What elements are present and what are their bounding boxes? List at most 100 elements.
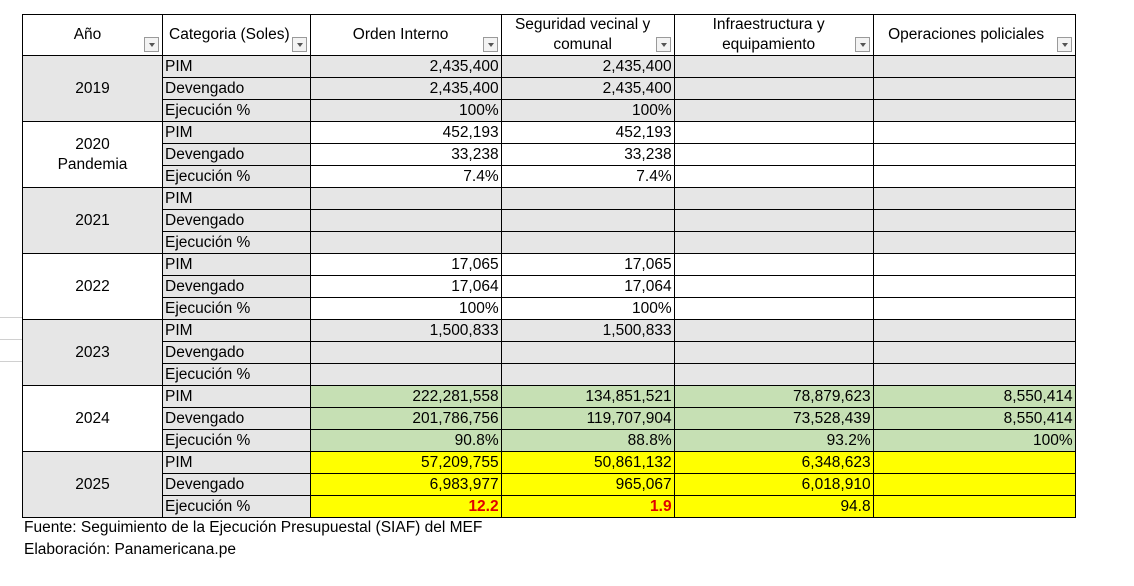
- orden-interno-cell[interactable]: [309, 209, 502, 232]
- seguridad-cell[interactable]: 50,861,132: [500, 451, 675, 474]
- infraestructura-cell[interactable]: [673, 209, 874, 232]
- infraestructura-cell[interactable]: [673, 165, 874, 188]
- orden-interno-cell[interactable]: 7.4%: [309, 165, 502, 188]
- category-cell[interactable]: Ejecución %: [162, 231, 311, 254]
- orden-interno-cell[interactable]: 17,064: [309, 275, 502, 298]
- seguridad-cell[interactable]: 100%: [500, 297, 675, 320]
- orden-interno-cell[interactable]: [309, 187, 502, 210]
- seguridad-cell[interactable]: 17,064: [500, 275, 675, 298]
- seguridad-cell[interactable]: 452,193: [500, 121, 675, 144]
- seguridad-cell[interactable]: 119,707,904: [500, 407, 675, 430]
- orden-interno-cell[interactable]: 2,435,400: [309, 55, 502, 78]
- seguridad-cell[interactable]: 965,067: [500, 473, 675, 496]
- infraestructura-cell[interactable]: [673, 319, 874, 342]
- category-cell[interactable]: Ejecución %: [162, 429, 311, 452]
- infraestructura-cell[interactable]: [673, 275, 874, 298]
- orden-interno-cell[interactable]: 100%: [309, 99, 502, 122]
- category-cell[interactable]: PIM: [162, 187, 311, 210]
- infraestructura-cell[interactable]: [673, 341, 874, 364]
- orden-interno-cell[interactable]: 100%: [309, 297, 502, 320]
- infraestructura-cell[interactable]: [673, 55, 874, 78]
- category-cell[interactable]: Devengado: [162, 473, 311, 496]
- operaciones-cell[interactable]: 8,550,414: [872, 385, 1076, 408]
- year-cell[interactable]: 2023: [22, 319, 163, 386]
- infraestructura-cell[interactable]: 94.8: [673, 495, 874, 518]
- seguridad-cell[interactable]: [500, 341, 675, 364]
- filter-dropdown-icon[interactable]: [854, 37, 870, 52]
- operaciones-cell[interactable]: [872, 209, 1076, 232]
- year-cell[interactable]: 2019: [22, 55, 163, 122]
- year-cell[interactable]: 2024: [22, 385, 163, 452]
- seguridad-cell[interactable]: [500, 209, 675, 232]
- infraestructura-cell[interactable]: 78,879,623: [673, 385, 874, 408]
- operaciones-cell[interactable]: [872, 121, 1076, 144]
- category-cell[interactable]: Devengado: [162, 143, 311, 166]
- orden-interno-cell[interactable]: 90.8%: [309, 429, 502, 452]
- year-cell[interactable]: 2020 Pandemia: [22, 121, 163, 188]
- operaciones-cell[interactable]: [872, 275, 1076, 298]
- seguridad-cell[interactable]: [500, 187, 675, 210]
- year-cell[interactable]: 2022: [22, 253, 163, 320]
- category-cell[interactable]: PIM: [162, 385, 311, 408]
- seguridad-cell[interactable]: [500, 231, 675, 254]
- orden-interno-cell[interactable]: [309, 363, 502, 386]
- year-cell[interactable]: 2021: [22, 187, 163, 254]
- infraestructura-cell[interactable]: [673, 253, 874, 276]
- operaciones-cell[interactable]: [872, 473, 1076, 496]
- infraestructura-cell[interactable]: [673, 297, 874, 320]
- infraestructura-cell[interactable]: [673, 121, 874, 144]
- seguridad-cell[interactable]: 2,435,400: [500, 77, 675, 100]
- orden-interno-cell[interactable]: 1,500,833: [309, 319, 502, 342]
- operaciones-cell[interactable]: [872, 253, 1076, 276]
- category-cell[interactable]: Ejecución %: [162, 99, 311, 122]
- category-cell[interactable]: PIM: [162, 55, 311, 78]
- operaciones-cell[interactable]: [872, 187, 1076, 210]
- seguridad-cell[interactable]: 88.8%: [500, 429, 675, 452]
- infraestructura-cell[interactable]: 73,528,439: [673, 407, 874, 430]
- operaciones-cell[interactable]: [872, 55, 1076, 78]
- category-cell[interactable]: PIM: [162, 319, 311, 342]
- operaciones-cell[interactable]: [872, 231, 1076, 254]
- infraestructura-cell[interactable]: [673, 363, 874, 386]
- seguridad-cell[interactable]: 100%: [500, 99, 675, 122]
- orden-interno-cell[interactable]: 12.2: [309, 495, 502, 518]
- orden-interno-cell[interactable]: 452,193: [309, 121, 502, 144]
- category-cell[interactable]: Devengado: [162, 275, 311, 298]
- operaciones-cell[interactable]: 100%: [872, 429, 1076, 452]
- infraestructura-cell[interactable]: [673, 231, 874, 254]
- operaciones-cell[interactable]: 8,550,414: [872, 407, 1076, 430]
- filter-dropdown-icon[interactable]: [655, 37, 671, 52]
- year-cell[interactable]: 2025: [22, 451, 163, 518]
- seguridad-cell[interactable]: 134,851,521: [500, 385, 675, 408]
- filter-dropdown-icon[interactable]: [144, 37, 159, 52]
- operaciones-cell[interactable]: [872, 495, 1076, 518]
- seguridad-cell[interactable]: 33,238: [500, 143, 675, 166]
- category-cell[interactable]: Devengado: [162, 77, 311, 100]
- seguridad-cell[interactable]: 1.9: [500, 495, 675, 518]
- infraestructura-cell[interactable]: [673, 187, 874, 210]
- operaciones-cell[interactable]: [872, 77, 1076, 100]
- category-cell[interactable]: Ejecución %: [162, 297, 311, 320]
- infraestructura-cell[interactable]: [673, 77, 874, 100]
- filter-dropdown-icon[interactable]: [482, 37, 498, 52]
- operaciones-cell[interactable]: [872, 165, 1076, 188]
- seguridad-cell[interactable]: 7.4%: [500, 165, 675, 188]
- operaciones-cell[interactable]: [872, 319, 1076, 342]
- orden-interno-cell[interactable]: 222,281,558: [309, 385, 502, 408]
- seguridad-cell[interactable]: 2,435,400: [500, 55, 675, 78]
- operaciones-cell[interactable]: [872, 363, 1076, 386]
- category-cell[interactable]: PIM: [162, 121, 311, 144]
- orden-interno-cell[interactable]: 33,238: [309, 143, 502, 166]
- category-cell[interactable]: Devengado: [162, 407, 311, 430]
- infraestructura-cell[interactable]: [673, 143, 874, 166]
- infraestructura-cell[interactable]: 6,018,910: [673, 473, 874, 496]
- seguridad-cell[interactable]: 17,065: [500, 253, 675, 276]
- orden-interno-cell[interactable]: [309, 231, 502, 254]
- category-cell[interactable]: Ejecución %: [162, 495, 311, 518]
- category-cell[interactable]: PIM: [162, 253, 311, 276]
- filter-dropdown-icon[interactable]: [1056, 37, 1072, 52]
- operaciones-cell[interactable]: [872, 99, 1076, 122]
- category-cell[interactable]: PIM: [162, 451, 311, 474]
- operaciones-cell[interactable]: [872, 341, 1076, 364]
- category-cell[interactable]: Devengado: [162, 209, 311, 232]
